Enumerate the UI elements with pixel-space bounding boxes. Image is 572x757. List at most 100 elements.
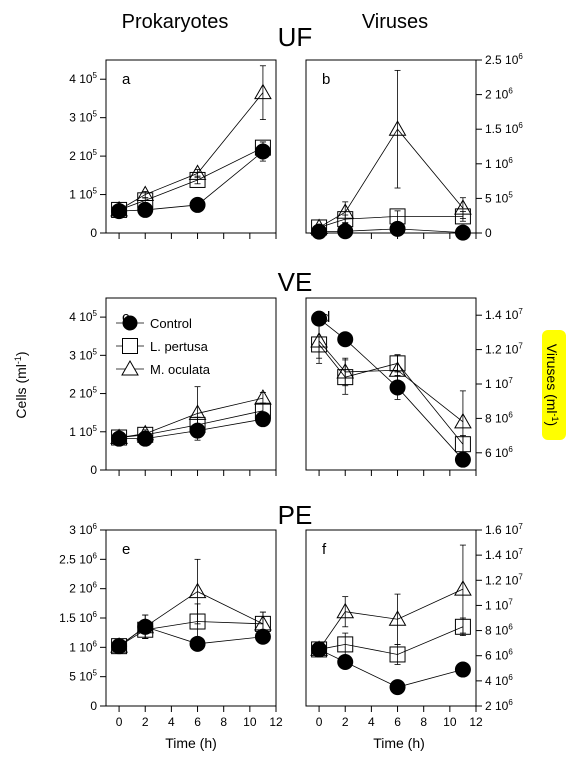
right-y-axis-label-highlight <box>542 330 566 440</box>
series-line-control <box>119 151 264 212</box>
x-tick-label: 4 <box>168 715 175 729</box>
x-tick-label: 0 <box>116 715 123 729</box>
legend-marker-l-pertusa <box>122 338 138 354</box>
panel-frame <box>305 529 477 707</box>
point-l-pertusa <box>454 618 471 635</box>
x-tick-label: 2 <box>142 715 149 729</box>
row-title-pe: PE <box>278 500 313 530</box>
series-line-m-oculata <box>118 92 264 211</box>
point-control <box>137 618 154 635</box>
y-tick-label: 1 107 <box>485 376 513 391</box>
series-line-control <box>318 318 464 460</box>
legend-label-l-pertusa: L. pertusa <box>150 339 209 354</box>
left-y-axis-label-sup: -1 <box>13 356 23 364</box>
series-line-l-pertusa <box>319 626 464 655</box>
x-tick-label: 8 <box>220 715 227 729</box>
x-tick-label: 6 <box>394 715 401 729</box>
x-tick-label: 0 <box>316 715 323 729</box>
panel-frame <box>305 59 477 234</box>
x-tick-label: 12 <box>269 715 283 729</box>
y-tick-label: 8 106 <box>485 623 513 638</box>
point-control <box>111 203 128 220</box>
y-tick-label: 1 106 <box>69 639 97 654</box>
y-tick-label: 4 106 <box>485 673 513 688</box>
x-tick-label: 8 <box>420 715 427 729</box>
y-tick-label: 2 106 <box>485 87 513 102</box>
legend-marker-m-oculata <box>121 359 139 376</box>
point-control <box>111 430 128 447</box>
right-y-axis-label-text: Viruses (ml <box>544 344 560 414</box>
right-y-axis-label: Viruses (ml-1) <box>544 344 560 426</box>
panel-frame <box>105 59 277 234</box>
x-axis-label-right: Time (h) <box>373 735 425 751</box>
y-tick-label: 1.2 107 <box>485 572 523 587</box>
point-control <box>111 638 128 655</box>
series-line-m-oculata <box>119 397 264 438</box>
column-title-viruses: Viruses <box>362 11 428 33</box>
point-control <box>254 628 271 645</box>
panel-letter: a <box>122 71 131 88</box>
y-tick-label: 1.4 107 <box>485 307 523 322</box>
left-y-axis-label-end: ) <box>13 351 29 356</box>
y-tick-label: 1 105 <box>69 187 97 202</box>
point-l-pertusa <box>389 646 406 663</box>
point-l-pertusa <box>189 171 206 188</box>
point-control <box>337 331 354 348</box>
point-m-oculata <box>254 83 272 100</box>
point-l-pertusa <box>337 636 354 653</box>
y-tick-label: 1.5 106 <box>59 610 97 625</box>
point-m-oculata <box>388 610 407 626</box>
panel-letter: b <box>322 71 330 88</box>
series-line-m-oculata <box>118 591 264 647</box>
point-m-oculata <box>454 412 472 429</box>
y-tick-label: 0 <box>90 699 97 713</box>
point-control <box>337 654 354 670</box>
x-tick-label: 10 <box>443 715 457 729</box>
panels: 0 1 105 2 105 3 105 4 105 a 0 5 105 1 106 1.5 106… <box>59 52 523 729</box>
y-tick-label: 4 105 <box>69 71 97 86</box>
point-control <box>454 661 471 678</box>
left-y-axis-label-text: Cells (ml <box>13 364 29 418</box>
y-tick-label: 4 105 <box>69 309 97 324</box>
y-tick-label: 5 105 <box>69 669 97 684</box>
y-tick-label: 8 106 <box>485 410 513 425</box>
legend-marker-control <box>122 315 138 331</box>
y-tick-label: 0 <box>90 463 97 477</box>
point-m-oculata <box>188 582 207 599</box>
row-title-uf: UF <box>278 22 313 52</box>
legend-label-control: Control <box>150 316 192 331</box>
x-tick-label: 2 <box>342 715 349 729</box>
point-control <box>311 641 328 658</box>
series-line-m-oculata <box>318 128 464 228</box>
panel-frame <box>105 297 277 471</box>
x-tick-label: 12 <box>469 715 483 729</box>
x-tick-label: 6 <box>194 715 201 729</box>
panel-f: 0 2 4 6 8 10 122 106 4 106 6 106 8 106 1 107 1.2 10… <box>305 522 523 729</box>
y-tick-label: 0 <box>90 226 97 240</box>
x-tick-label: 4 <box>368 715 375 729</box>
point-l-pertusa <box>337 369 354 386</box>
y-tick-label: 5 105 <box>485 190 513 205</box>
series-line-m-oculata <box>318 340 464 423</box>
point-control <box>454 451 471 468</box>
right-y-axis-label-sup: -1 <box>550 414 560 422</box>
series-line-l-pertusa <box>318 344 464 445</box>
y-tick-label: 0 <box>485 226 492 240</box>
point-control <box>311 310 328 327</box>
y-tick-label: 6 106 <box>485 445 513 460</box>
series-line-control <box>319 228 463 234</box>
point-control <box>389 679 406 696</box>
y-tick-label: 2.5 106 <box>59 551 97 566</box>
y-tick-label: 2 105 <box>69 386 97 401</box>
legend: Control L. pertusa M. oculata <box>116 315 211 377</box>
point-control <box>311 223 328 240</box>
series-line-l-pertusa <box>318 215 463 228</box>
point-control <box>454 224 471 241</box>
panel-e: 0 2 4 6 8 10 12 0 5 105 1 106 1.5 106 2 106 2.5 106 3… <box>59 522 283 729</box>
left-y-axis-label: Cells (ml-1) <box>13 351 29 418</box>
y-tick-label: 1 105 <box>69 424 97 439</box>
y-tick-label: 2 105 <box>69 148 97 163</box>
